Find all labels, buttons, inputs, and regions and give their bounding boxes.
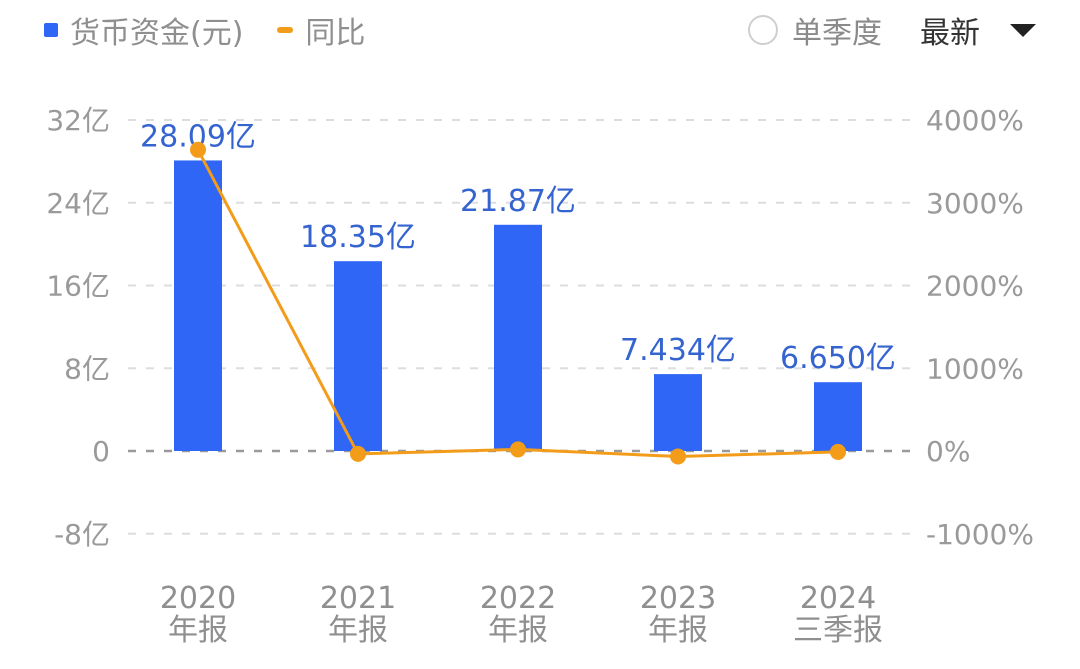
x-axis-label: 年报 [328,613,388,648]
left-axis-tick: -8亿 [54,518,110,551]
yoy-point[interactable] [190,141,206,158]
bar[interactable] [654,374,702,451]
x-axis-label: 2021 [320,581,396,616]
yoy-point[interactable] [830,443,846,460]
line-swatch-icon [277,27,294,33]
right-axis-tick: 0% [926,435,970,468]
bar-data-label: 21.87亿 [460,184,576,219]
left-axis-tick: 16亿 [46,270,110,303]
bar[interactable] [494,224,542,451]
right-axis-tick: 2000% [926,270,1024,303]
left-axis-tick: 0 [92,435,110,468]
bar-data-label: 6.650亿 [780,341,896,376]
single-quarter-radio[interactable] [748,15,778,45]
right-axis-tick: 4000% [926,104,1024,137]
bar-swatch-icon [44,23,58,37]
right-axis-tick: 1000% [926,352,1024,385]
period-select[interactable]: 最新 [920,16,980,51]
legend-label-yoy: 同比 [305,16,366,51]
bar[interactable] [814,382,862,451]
left-axis-tick: 24亿 [46,187,110,220]
right-axis-tick: -1000% [926,518,1034,551]
x-axis-label: 2023 [640,581,716,616]
yoy-point[interactable] [670,448,686,465]
x-axis-label: 年报 [488,613,548,648]
legend-item-cash[interactable]: 货币资金(元) [44,8,243,52]
bar-data-label: 7.434亿 [620,333,736,368]
bar[interactable] [174,160,222,451]
bar-data-label: 18.35亿 [300,220,416,255]
chevron-down-icon[interactable] [1010,23,1036,37]
x-axis-label: 年报 [648,613,708,648]
left-axis-tick: 8亿 [64,352,110,385]
x-axis-label: 三季报 [793,613,883,648]
left-axis-tick: 32亿 [46,104,110,137]
legend: 货币资金(元) 同比 [44,8,399,52]
x-axis-label: 2024 [800,581,876,616]
single-quarter-label[interactable]: 单季度 [792,16,882,51]
yoy-point[interactable] [350,445,366,462]
chart-controls: 单季度 最新 [748,8,1036,52]
x-axis-label: 2020 [160,581,236,616]
x-axis-label: 年报 [168,613,228,648]
bar[interactable] [334,261,382,451]
legend-label-cash: 货币资金(元) [70,16,244,51]
right-axis-tick: 3000% [926,187,1024,220]
legend-item-yoy[interactable]: 同比 [277,8,365,52]
x-axis-label: 2022 [480,581,556,616]
yoy-point[interactable] [510,441,526,458]
